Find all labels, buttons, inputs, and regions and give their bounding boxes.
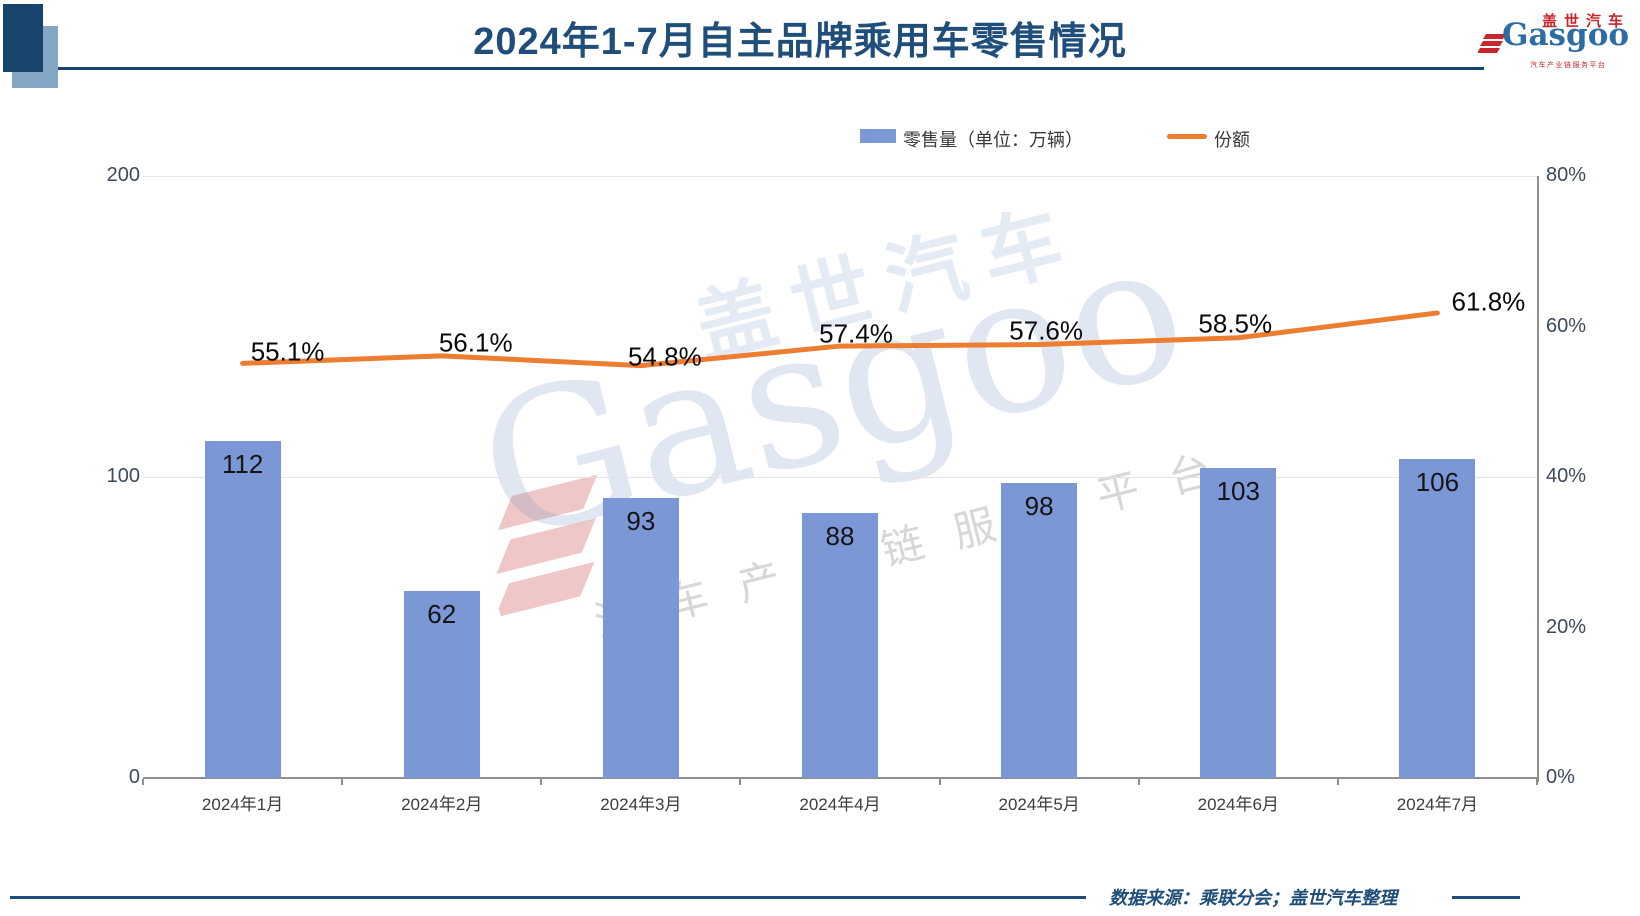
gridline [143,175,1537,177]
legend-line-label: 份额 [1214,130,1250,150]
x-axis-category-label: 2024年4月 [799,795,881,814]
bar-value-label: 88 [825,521,855,552]
x-axis-tick [1336,779,1339,785]
bar-2024年6月 [1200,467,1277,778]
right-axis-line [1537,176,1539,782]
bar-2024年1月 [204,440,281,778]
x-axis-tick [142,779,144,785]
legend-line-swatch [1167,134,1207,139]
bar-value-label: 103 [1216,475,1260,506]
bar-value-label: 112 [221,448,264,479]
data-source-note: 数据来源：乘联分会；盖世汽车整理 [1109,888,1397,908]
share-value-label: 57.6% [1009,315,1084,346]
bar-2024年5月 [1001,483,1078,778]
legend-bar-label: 零售量（单位：万辆） [903,130,1083,150]
logo-tagline: 汽车产业链服务平台 [1530,62,1607,69]
share-value-label: 54.8% [627,341,702,372]
share-value-label: 58.5% [1198,308,1273,339]
bar-2024年2月 [403,591,480,778]
share-line [240,310,1440,369]
share-value-label: 56.1% [438,327,513,358]
x-axis-tick [341,779,344,785]
footer-divider-right [1452,896,1520,899]
x-axis-tick [938,779,941,785]
left-axis-tick-label: 100 [106,465,140,487]
x-axis-category-label: 2024年5月 [998,795,1080,814]
right-axis-tick-label: 0% [1546,766,1575,788]
bar-2024年4月 [802,513,878,778]
left-axis-tick-label: 0 [128,766,140,788]
bar-2024年7月 [1399,458,1476,778]
title-underline [58,67,1484,70]
right-axis-tick-label: 60% [1546,314,1587,337]
footer-divider-left [10,896,1086,899]
share-value-label: 57.4% [819,318,893,349]
logo-text-cn: 盖世汽车 [1542,13,1631,30]
right-axis-tick-label: 20% [1546,615,1587,638]
logo-text-en: Gasgoo [1502,17,1630,53]
logo-stripes-icon [1478,34,1506,53]
x-axis-line [143,777,1539,779]
bar-value-label: 98 [1024,491,1054,522]
left-axis-tick-label: 200 [106,164,140,186]
share-value-label: 55.1% [250,336,325,367]
bar-2024年3月 [602,498,679,778]
x-axis-category-label: 2024年7月 [1396,795,1479,814]
bar-value-label: 62 [427,599,457,630]
share-value-label: 61.8% [1451,286,1526,317]
x-axis-category-label: 2024年2月 [401,795,483,814]
bar-value-label: 106 [1415,466,1460,497]
gridline [143,476,1537,478]
right-axis-tick-label: 40% [1546,465,1587,487]
page-title: 2024年1-7月自主品牌乘用车零售情况 [473,21,1127,63]
gasgoo-logo: 盖世汽车 Gasgoo 汽车产业链服务平台 [1478,8,1638,74]
x-axis-category-label: 2024年3月 [600,795,682,814]
bar-value-label: 93 [626,506,656,537]
x-axis-category-label: 2024年1月 [201,795,284,814]
x-axis-category-label: 2024年6月 [1197,795,1279,814]
x-axis-tick [540,779,543,785]
legend-bar-swatch [860,129,896,143]
x-axis-tick [1536,779,1538,785]
decoration-square-dark [3,4,43,72]
x-axis-tick [1137,779,1140,785]
right-axis-tick-label: 80% [1546,164,1587,186]
x-axis-tick [739,779,742,785]
